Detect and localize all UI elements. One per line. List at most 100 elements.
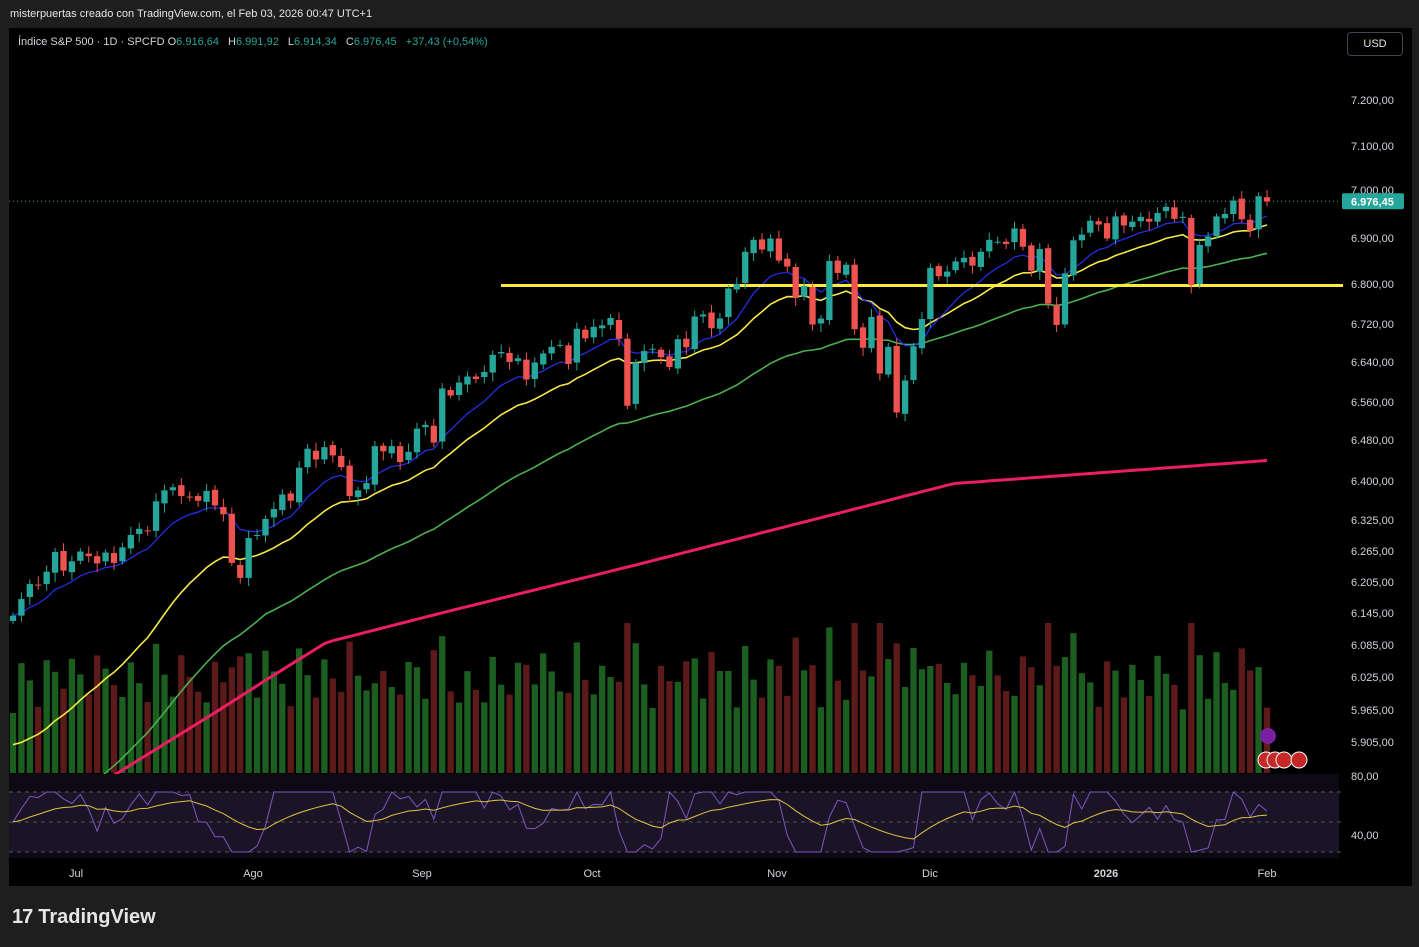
candle-body xyxy=(329,445,336,456)
volume-bar xyxy=(548,671,555,773)
candle-body xyxy=(960,257,968,263)
volume-bar xyxy=(161,674,168,773)
x-tick-label: 2026 xyxy=(1094,868,1118,880)
ema-long-line xyxy=(12,459,1268,840)
volume-bar xyxy=(85,694,92,773)
volume-bar xyxy=(1196,655,1203,773)
volume-bar xyxy=(918,669,926,773)
volume-bar xyxy=(1120,697,1128,773)
volume-bar xyxy=(1078,673,1086,773)
candle-body xyxy=(1179,216,1186,218)
volume-bar xyxy=(1087,682,1094,773)
top-bar: misterpuertas creado con TradingView.com… xyxy=(0,0,1419,28)
volume-bar xyxy=(615,681,623,773)
candle-body xyxy=(1213,216,1220,237)
volume-bar xyxy=(556,691,564,773)
candle-body xyxy=(1019,228,1027,247)
candle-body xyxy=(742,251,749,284)
volume-bar xyxy=(1137,680,1144,773)
x-tick-label: Dic xyxy=(922,868,938,880)
volume-bar xyxy=(960,662,968,773)
volume-bar xyxy=(304,675,311,773)
volume-bar xyxy=(430,650,437,773)
candle-body xyxy=(152,501,160,531)
volume-bar xyxy=(885,659,892,773)
candle-body xyxy=(952,261,959,271)
candle-body xyxy=(489,354,496,373)
candle-body xyxy=(144,530,151,532)
candle-body xyxy=(935,266,942,277)
candle-body xyxy=(363,483,370,490)
volume-bar xyxy=(439,636,446,773)
volume-bar xyxy=(371,683,379,773)
volume-bar xyxy=(952,694,959,773)
volume-bar xyxy=(1188,623,1195,773)
volume-bar xyxy=(1146,696,1153,773)
volume-bar xyxy=(211,661,219,773)
candle-body xyxy=(388,446,395,454)
candle-body xyxy=(817,318,825,324)
candle-body xyxy=(1070,240,1077,276)
change-value: +37,43 (+0,54%) xyxy=(405,36,488,48)
candle-body xyxy=(514,358,522,362)
volume-bar xyxy=(329,678,336,773)
candle-body xyxy=(228,513,235,563)
candle-body xyxy=(1120,215,1128,226)
candle-body xyxy=(506,352,513,362)
volume-bar xyxy=(1230,689,1237,773)
volume-bar xyxy=(775,665,783,773)
volume-bar xyxy=(35,706,42,773)
close-label: C xyxy=(345,36,354,48)
x-tick-label: Ago xyxy=(243,868,263,880)
volume-bar xyxy=(876,623,884,773)
candle-body xyxy=(901,380,909,414)
volume-bar xyxy=(464,671,471,773)
volume-bar xyxy=(1154,655,1161,773)
y-tick-label: 6.560,00 xyxy=(1351,397,1394,409)
volume-bar xyxy=(455,702,463,773)
volume-bar xyxy=(1070,633,1077,773)
candle-body xyxy=(556,344,564,346)
volume-bar xyxy=(893,643,900,773)
candle-body xyxy=(910,346,917,380)
ohlc-legend: Índice S&P 500 · 1D · SPCFD O6.916,64 H6… xyxy=(18,36,488,48)
flash-event-icon xyxy=(1260,728,1276,744)
candle-body xyxy=(784,258,791,267)
volume-bar xyxy=(674,681,682,773)
candle-body xyxy=(624,338,631,406)
symbol-label: Índice S&P 500 · 1D · SPCFD xyxy=(18,36,165,48)
candle-body xyxy=(885,346,892,375)
candle-body xyxy=(194,496,202,501)
volume-bar xyxy=(194,691,202,773)
candle-body xyxy=(944,271,951,277)
y-tick-label: 6.265,00 xyxy=(1351,546,1394,558)
volume-bar xyxy=(94,655,101,773)
candle-body xyxy=(68,561,76,573)
y-tick-label: 6.205,00 xyxy=(1351,577,1394,589)
candle-body xyxy=(102,552,109,562)
candle-body xyxy=(531,362,538,379)
candle-body xyxy=(35,584,42,586)
candle-body xyxy=(422,424,429,428)
volume-bar xyxy=(927,666,934,773)
volume-bar xyxy=(203,702,210,773)
candle-body xyxy=(582,329,589,339)
candle-body xyxy=(859,327,867,348)
candle-body xyxy=(1002,241,1010,244)
volume-bar xyxy=(1036,685,1043,773)
volume-bar xyxy=(287,706,294,773)
candle-body xyxy=(178,485,185,497)
candle-body xyxy=(447,390,454,396)
volume-bar xyxy=(245,653,252,773)
currency-button[interactable]: USD xyxy=(1347,32,1403,56)
candle-body xyxy=(615,320,623,339)
volume-bar xyxy=(169,696,177,773)
candle-body xyxy=(60,551,67,571)
candle-body xyxy=(986,239,993,252)
volume-bar xyxy=(1221,683,1229,773)
candle-body xyxy=(1095,221,1102,225)
volume-bar xyxy=(68,658,76,773)
candle-body xyxy=(750,239,757,254)
high-value: 6.991,92 xyxy=(236,36,279,48)
